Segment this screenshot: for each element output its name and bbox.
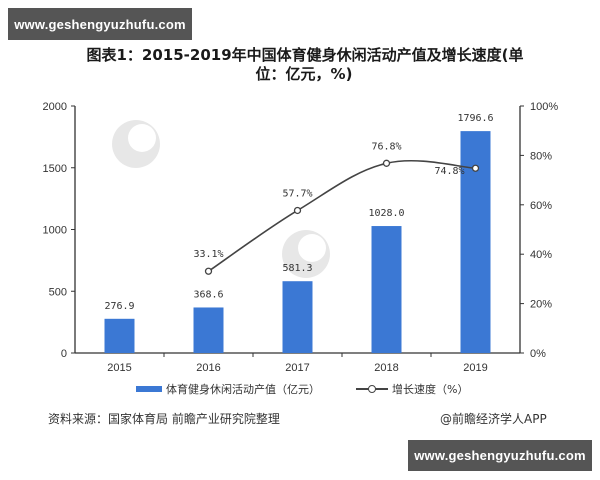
legend-label-growth: 增长速度（%） — [392, 383, 469, 396]
growth-line — [208, 160, 476, 272]
right-tick-label: 80% — [530, 150, 552, 162]
chart-title-line2: 位：亿元，%) — [255, 65, 353, 83]
data-labels: 276.9 368.6 581.3 1028.0 1796.6 33.1% 57.7% 76.… — [104, 113, 493, 312]
bar-value-label: 1796.6 — [457, 113, 493, 124]
x-tick-label: 2018 — [374, 362, 398, 374]
bar — [282, 281, 313, 353]
left-tick-label: 1000 — [43, 225, 67, 237]
watermark-banner-top: www.geshengyuzhufu.com — [8, 8, 192, 40]
line-series — [204, 159, 480, 275]
bar — [104, 318, 135, 353]
legend-item-growth: 增长速度（%） — [356, 381, 468, 397]
line-point-marker-icon — [382, 159, 391, 167]
watermark-text-bottom: www.geshengyuzhufu.com — [414, 448, 586, 463]
x-tick-label: 2017 — [285, 362, 309, 374]
bar-value-label: 368.6 — [193, 289, 223, 300]
right-tick-label: 0% — [530, 348, 546, 360]
right-tick-label: 40% — [530, 249, 552, 261]
source-note: 资料来源：国家体育局 前瞻产业研究院整理 — [48, 412, 280, 426]
line-point-marker-icon — [204, 267, 213, 275]
watermark-text-top: www.geshengyuzhufu.com — [14, 16, 186, 32]
legend-line-marker-icon — [356, 384, 388, 394]
chart-axes: 0 500 1000 1500 2000 0% 20% 40% 60% 80% 100% 2015 20… — [43, 101, 559, 374]
line-point-marker-icon — [293, 206, 302, 215]
bar-value-label: 276.9 — [104, 301, 134, 312]
line-value-label: 76.8% — [371, 141, 401, 152]
legend-label-output: 体育健身休闲活动产值（亿元） — [166, 383, 320, 396]
bar-value-label: 1028.0 — [368, 208, 404, 219]
bar-value-label: 581.3 — [282, 263, 312, 274]
right-tick-label: 20% — [530, 299, 552, 311]
chart-legend: 体育健身休闲活动产值（亿元） 增长速度（%） — [0, 380, 600, 398]
left-tick-label: 2000 — [43, 101, 67, 113]
right-tick-label: 60% — [530, 200, 552, 212]
watermark-banner-bottom: www.geshengyuzhufu.com — [408, 440, 592, 471]
chart-title-line1: 图表1：2015-2019年中国体育健身休闲活动产值及增长速度(单 — [86, 46, 524, 64]
legend-bar-swatch-icon — [136, 386, 162, 392]
credit-note: @前瞻经济学人APP — [440, 412, 547, 426]
x-tick-label: 2015 — [107, 362, 131, 374]
line-value-label: 33.1% — [193, 249, 223, 260]
right-tick-label: 100% — [530, 101, 558, 113]
left-tick-label: 500 — [49, 286, 67, 298]
chart-title: 图表1：2015-2019年中国体育健身休闲活动产值及增长速度(单 位：亿元，%… — [0, 46, 600, 84]
left-tick-label: 0 — [61, 348, 67, 360]
bar-series — [104, 131, 491, 353]
bar — [193, 307, 224, 353]
chart-plot: 0 500 1000 1500 2000 0% 20% 40% 60% 80% 100% 2015 20… — [43, 101, 559, 374]
bar — [460, 131, 491, 353]
left-tick-label: 1500 — [43, 163, 67, 175]
bar — [371, 226, 402, 353]
x-tick-label: 2019 — [463, 362, 487, 374]
legend-item-output: 体育健身休闲活动产值（亿元） — [136, 381, 320, 397]
line-value-label: 57.7% — [282, 188, 312, 199]
line-value-label: 74.8% — [434, 166, 464, 177]
line-point-marker-icon — [471, 164, 480, 172]
x-tick-label: 2016 — [196, 362, 220, 374]
